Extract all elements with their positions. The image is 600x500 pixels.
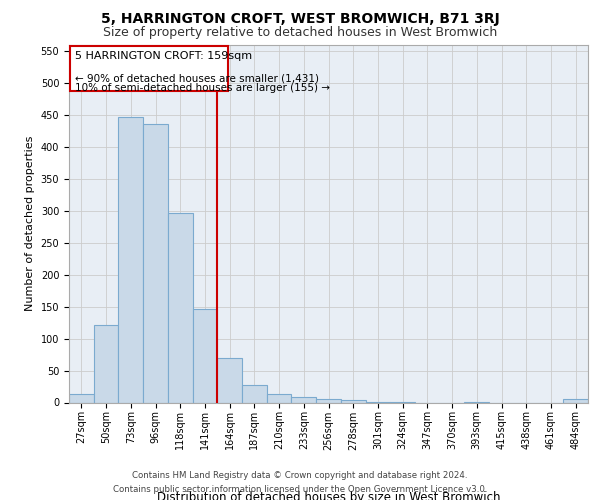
- Bar: [118, 116, 143, 403]
- Bar: [292, 398, 316, 402]
- Bar: [217, 358, 242, 403]
- Text: Contains HM Land Registry data © Crown copyright and database right 2024.: Contains HM Land Registry data © Crown c…: [132, 472, 468, 480]
- Bar: [143, 124, 168, 402]
- Bar: [267, 394, 292, 402]
- Bar: [70, 46, 229, 91]
- Text: Contains public sector information licensed under the Open Government Licence v3: Contains public sector information licen…: [113, 486, 487, 494]
- Bar: [242, 386, 267, 402]
- Text: ← 90% of detached houses are smaller (1,431): ← 90% of detached houses are smaller (1,…: [75, 73, 319, 83]
- Bar: [563, 400, 588, 402]
- Bar: [168, 213, 193, 402]
- X-axis label: Distribution of detached houses by size in West Bromwich: Distribution of detached houses by size …: [157, 491, 500, 500]
- Bar: [341, 400, 365, 402]
- Bar: [94, 324, 118, 402]
- Text: 5, HARRINGTON CROFT, WEST BROMWICH, B71 3RJ: 5, HARRINGTON CROFT, WEST BROMWICH, B71 …: [101, 12, 499, 26]
- Text: Size of property relative to detached houses in West Bromwich: Size of property relative to detached ho…: [103, 26, 497, 39]
- Text: 5 HARRINGTON CROFT: 159sqm: 5 HARRINGTON CROFT: 159sqm: [75, 52, 253, 62]
- Bar: [69, 394, 94, 402]
- Y-axis label: Number of detached properties: Number of detached properties: [25, 136, 35, 312]
- Text: 10% of semi-detached houses are larger (155) →: 10% of semi-detached houses are larger (…: [75, 84, 330, 94]
- Bar: [316, 400, 341, 402]
- Bar: [193, 310, 217, 402]
